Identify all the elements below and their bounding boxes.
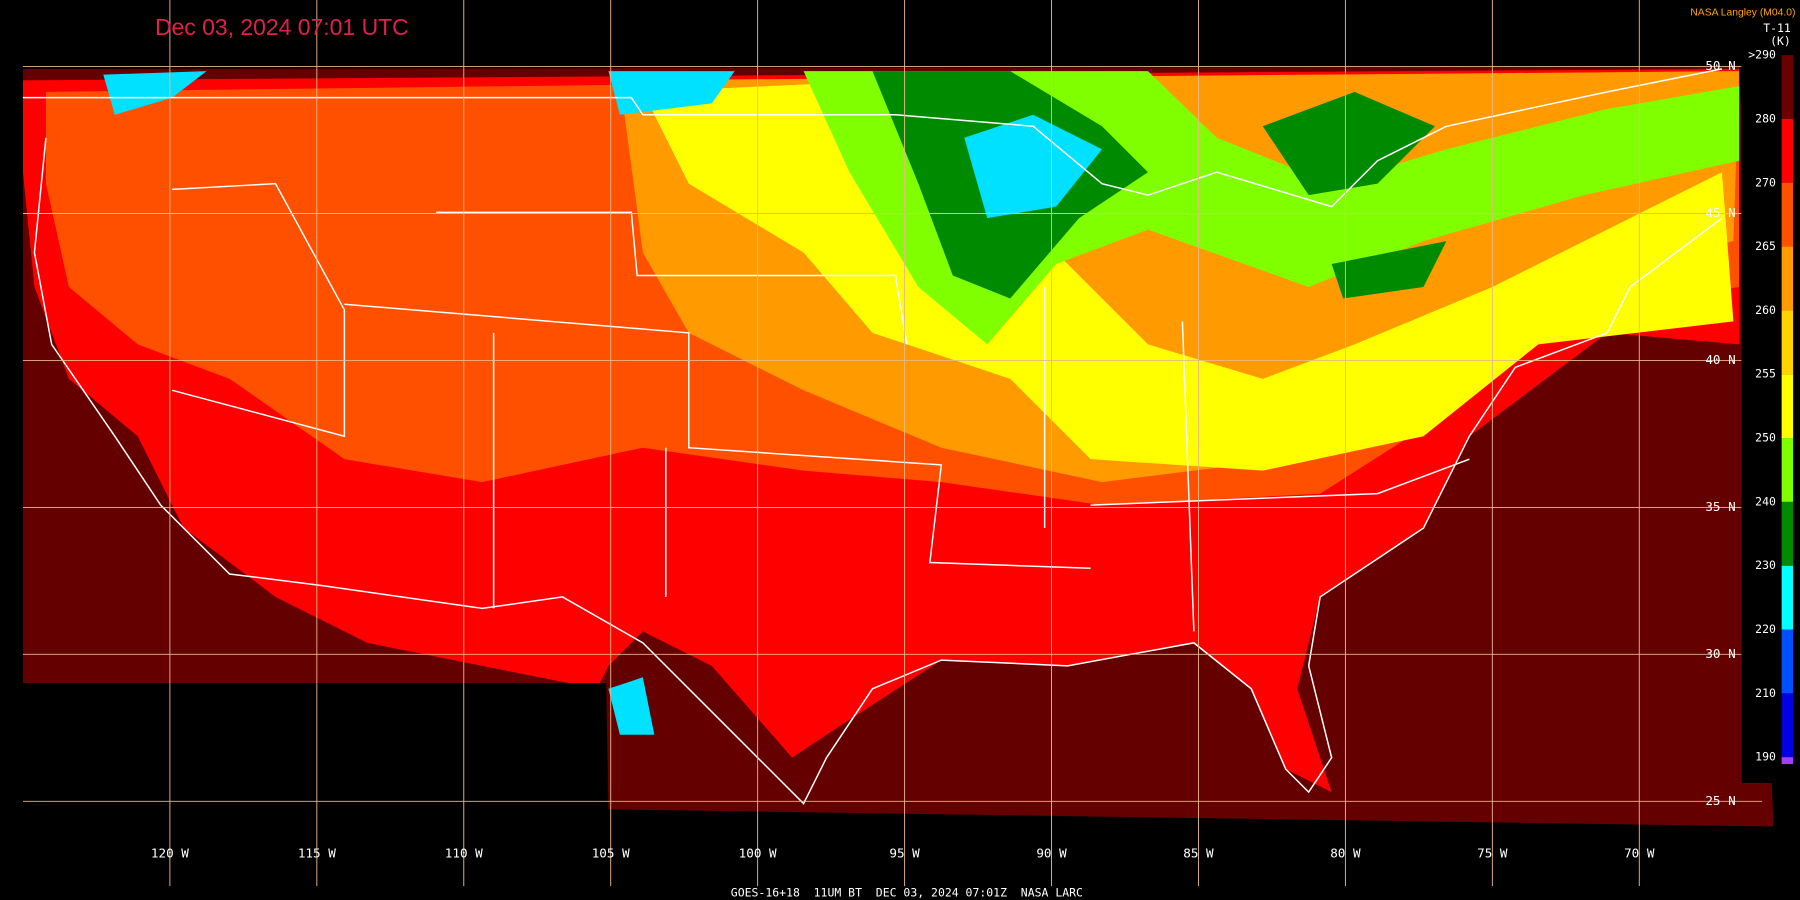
colorbar-label: 265: [1755, 239, 1776, 253]
lon-label: 85 W: [1183, 846, 1214, 861]
region-cyan: [103, 71, 1103, 735]
legend-unit: (K): [1770, 34, 1791, 48]
colorbar-segment: [1781, 374, 1794, 439]
colorbar-segment: [1781, 438, 1794, 502]
no-data: [0, 683, 609, 900]
imagery: [0, 66, 1774, 900]
colorbar-segment: [1781, 757, 1794, 765]
state-lines: [172, 182, 1470, 632]
colorbar: >290 280 270 265 260 255 250 240 230 220 210 190: [1748, 48, 1794, 765]
lat-label: 25 N: [1705, 793, 1735, 808]
lat-label: 40 N: [1705, 352, 1735, 367]
colorbar-segment: [1781, 310, 1794, 375]
graticule: 120 W 115 W 110 W 105 W 100 W 95 W 90 W 85 W 80 …: [22, 0, 1763, 887]
timestamp-title: Dec 03, 2024 07:01 UTC: [155, 14, 409, 40]
legend-title: T-11: [1763, 21, 1791, 35]
lon-label: 110 W: [445, 846, 483, 861]
colorbar-label: 250: [1755, 431, 1776, 445]
lon-label: 120 W: [151, 846, 189, 861]
footer: GOES-16+18 11UM BT DEC 03, 2024 07:01Z N…: [731, 886, 1083, 900]
coastline: [33, 137, 1723, 805]
colorbar-segment: [1781, 182, 1794, 247]
lon-label: 115 W: [298, 846, 336, 861]
colorbar-segment: [1781, 501, 1794, 566]
colorbar-label: 240: [1755, 494, 1776, 508]
colorbar-segment: [1781, 629, 1794, 694]
border-north: [22, 68, 1723, 208]
colorbar-segment: [1781, 565, 1794, 630]
lon-label: 105 W: [592, 846, 630, 861]
colorbar-segment: [1781, 55, 1794, 119]
lat-label: 45 N: [1705, 205, 1735, 220]
lon-label: 95 W: [889, 846, 920, 861]
lon-label: 75 W: [1477, 846, 1508, 861]
lat-label: 30 N: [1705, 646, 1735, 661]
lon-label: 70 W: [1624, 846, 1655, 861]
lon-label: 80 W: [1330, 846, 1361, 861]
colorbar-label: 230: [1755, 558, 1776, 572]
colorbar-segment: [1781, 118, 1794, 183]
colorbar-label: 210: [1755, 686, 1776, 700]
colorbar-segment: [1781, 246, 1794, 311]
lon-label: 100 W: [739, 846, 777, 861]
colorbar-segment: [1781, 693, 1794, 758]
colorbar-label: 255: [1755, 367, 1776, 381]
lat-label: 35 N: [1705, 499, 1735, 514]
colorbar-label: 220: [1755, 622, 1776, 636]
lat-label: 50 N: [1705, 58, 1735, 73]
lon-label: 90 W: [1036, 846, 1067, 861]
colorbar-label: >290: [1748, 48, 1776, 62]
colorbar-label: 280: [1755, 111, 1776, 125]
colorbar-label: 270: [1755, 175, 1776, 189]
footer-bar: [0, 886, 1800, 900]
colorbar-label: 190: [1755, 750, 1776, 764]
credit: NASA Langley (M04.0): [1690, 7, 1795, 18]
colorbar-label: 260: [1755, 303, 1776, 317]
boundaries: [22, 68, 1723, 805]
